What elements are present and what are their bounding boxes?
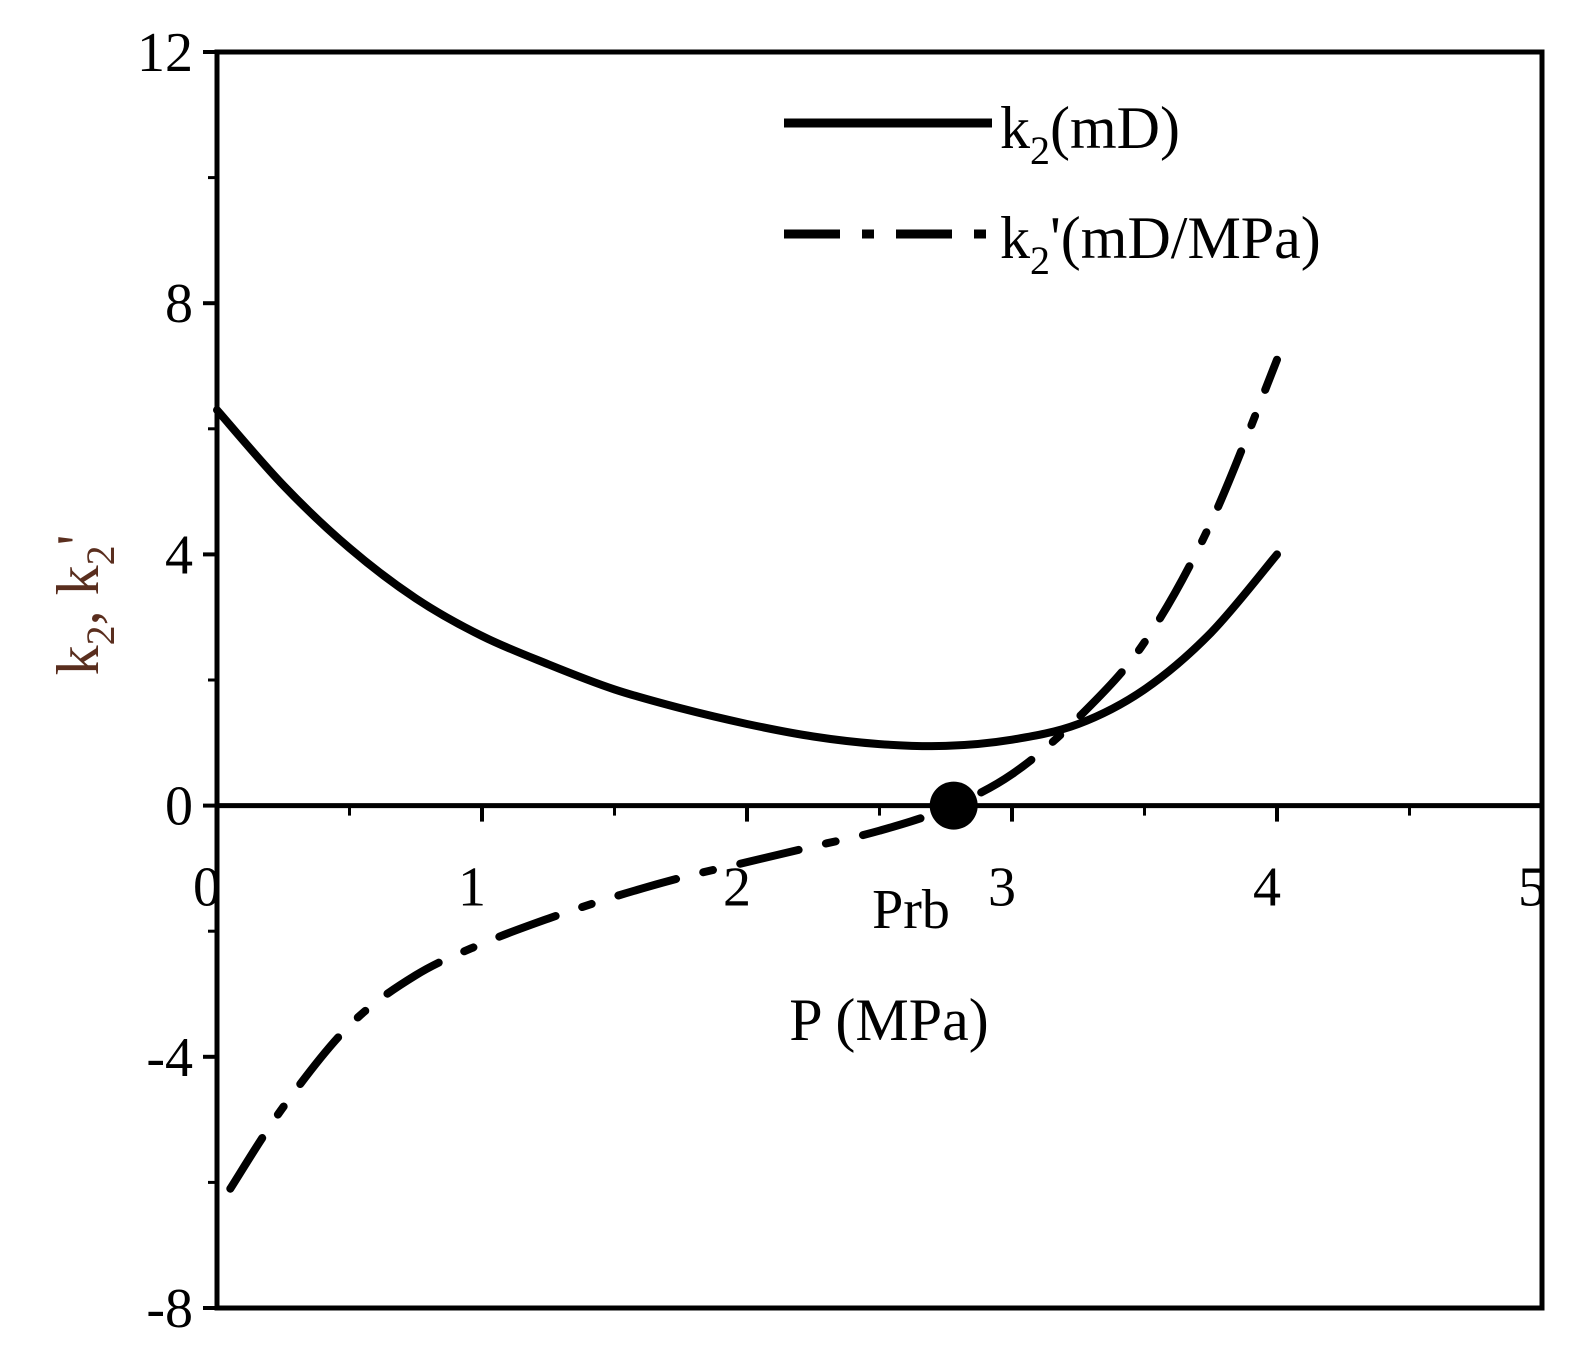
legend-item-1: k2(mD) — [1000, 95, 1180, 173]
x-axis-title: P (MPa) — [789, 987, 988, 1053]
x-tick-label: 2 — [723, 857, 751, 919]
x-tick-label: 0 — [193, 857, 221, 919]
series-2-line — [226, 355, 1281, 1193]
prb-label: Prb — [872, 879, 950, 941]
y-tick-label: -4 — [146, 1027, 193, 1089]
legend-1-main: k — [1000, 95, 1030, 161]
legend-1-sub: 2 — [1030, 128, 1050, 173]
y-axis-title: k2, k2' — [45, 535, 123, 676]
marker-layer — [929, 781, 978, 830]
y-title-sub2: 2 — [78, 545, 123, 565]
legend-2-main: k — [1000, 205, 1030, 271]
legend: k2(mD) k2'(mD/MPa) — [784, 95, 1321, 283]
y-tick-label: 4 — [165, 524, 193, 586]
series-1-line — [213, 406, 1281, 751]
y-tick-label: 0 — [165, 776, 193, 838]
y-title-main: k — [45, 645, 111, 675]
series-layer — [213, 355, 1281, 1193]
plot-frame — [214, 49, 1545, 1311]
legend-2-suffix: '(mD/MPa) — [1050, 205, 1321, 271]
legend-2-sub: 2 — [1030, 238, 1050, 283]
y-tick-label: 8 — [165, 273, 193, 335]
legend-item-2: k2'(mD/MPa) — [1000, 205, 1321, 283]
x-tick-label: 4 — [1253, 857, 1281, 919]
y-tick-label: 12 — [137, 22, 193, 84]
y-title-sub1: 2 — [78, 625, 123, 645]
y-tick-label: -8 — [146, 1278, 193, 1340]
x-tick-label: 3 — [988, 857, 1016, 919]
x-tick-label: 1 — [458, 857, 486, 919]
legend-1-suffix: (mD) — [1050, 95, 1180, 161]
prb-marker — [929, 781, 978, 830]
y-title-suffix: ' — [45, 535, 111, 546]
x-tick-label: 5 — [1518, 857, 1546, 919]
y-title-sep: , k — [45, 565, 111, 625]
